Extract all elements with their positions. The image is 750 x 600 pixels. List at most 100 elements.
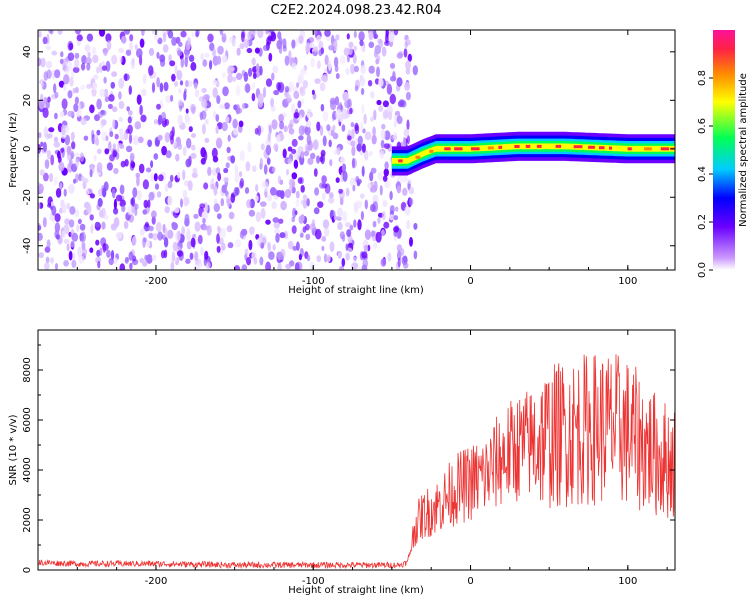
noise-speck	[328, 192, 334, 199]
noise-speck	[306, 254, 311, 262]
noise-speck	[106, 162, 113, 171]
noise-speck	[89, 104, 95, 114]
colorbar-tick-label: 0.6	[697, 118, 708, 134]
noise-speck	[119, 55, 123, 64]
noise-speck	[255, 184, 259, 192]
noise-speck	[360, 87, 365, 96]
noise-speck	[51, 205, 57, 216]
noise-speck	[294, 262, 300, 270]
noise-speck	[276, 134, 281, 143]
noise-speck	[163, 32, 167, 43]
noise-speck	[164, 184, 169, 192]
noise-speck	[345, 187, 350, 197]
noise-speck	[225, 162, 230, 169]
noise-speck	[295, 190, 300, 199]
noise-speck	[298, 35, 304, 44]
noise-speck	[128, 133, 133, 144]
noise-speck	[185, 108, 189, 114]
noise-speck	[296, 241, 300, 251]
noise-speck	[49, 30, 54, 35]
signal-core	[415, 155, 421, 159]
noise-speck	[215, 167, 221, 175]
noise-speck	[191, 133, 196, 138]
noise-speck	[387, 252, 392, 262]
noise-speck	[333, 56, 339, 68]
noise-speck	[212, 48, 216, 57]
noise-speck	[277, 31, 282, 40]
signal-core	[644, 147, 652, 151]
noise-speck	[91, 46, 97, 55]
noise-speck	[73, 178, 77, 184]
noise-speck	[101, 65, 107, 71]
noise-speck	[139, 38, 145, 48]
noise-speck	[226, 146, 231, 154]
noise-speck	[319, 156, 324, 163]
noise-speck	[180, 198, 183, 208]
noise-speck	[274, 228, 280, 235]
noise-speck	[293, 90, 300, 100]
noise-speck	[86, 33, 94, 42]
noise-speck	[45, 256, 50, 264]
noise-speck	[380, 129, 386, 140]
noise-speck	[295, 199, 300, 208]
noise-speck	[257, 30, 264, 39]
noise-speck	[58, 161, 65, 172]
noise-speck	[413, 250, 418, 260]
noise-speck	[329, 159, 333, 167]
noise-speck	[69, 76, 74, 87]
noise-speck	[147, 199, 151, 208]
noise-speck	[70, 131, 75, 142]
signal-core	[609, 146, 612, 150]
noise-speck	[119, 199, 126, 207]
signal-core	[599, 146, 605, 150]
noise-speck	[298, 125, 305, 136]
noise-speck	[191, 144, 196, 151]
noise-speck	[335, 109, 342, 120]
noise-speck	[287, 158, 293, 165]
noise-speck	[255, 211, 262, 223]
noise-speck	[404, 41, 408, 49]
noise-speck	[244, 187, 250, 194]
noise-speck	[137, 136, 144, 144]
noise-speck	[361, 251, 368, 259]
noise-speck	[97, 197, 103, 207]
noise-speck	[370, 116, 374, 122]
noise-speck	[222, 86, 229, 97]
noise-speck	[167, 195, 173, 206]
noise-speck	[372, 126, 376, 137]
noise-speck	[350, 140, 356, 147]
noise-speck	[104, 148, 110, 155]
noise-speck	[59, 207, 63, 214]
noise-speck	[146, 240, 151, 248]
noise-speck	[125, 128, 130, 134]
noise-speck	[75, 209, 79, 218]
noise-speck	[113, 207, 119, 215]
noise-speck	[262, 44, 269, 52]
y-tick-label: 2000	[22, 507, 33, 532]
noise-speck	[278, 218, 284, 224]
noise-speck	[243, 71, 249, 83]
spectrogram-x-axis: -200 -100 0 100	[76, 30, 668, 287]
noise-speck	[171, 36, 177, 47]
noise-speck	[300, 214, 305, 222]
noise-speck	[265, 219, 271, 225]
noise-speck	[332, 124, 336, 131]
noise-speck	[381, 210, 386, 221]
noise-speck	[408, 186, 415, 195]
noise-speck	[59, 111, 65, 118]
noise-speck	[125, 257, 129, 262]
noise-speck	[381, 123, 386, 130]
noise-speck	[337, 221, 343, 231]
noise-speck	[86, 62, 91, 71]
noise-speck	[43, 172, 49, 182]
spectrogram-x-label: Height of straight line (km)	[288, 285, 424, 296]
noise-speck	[382, 100, 389, 108]
noise-speck	[80, 234, 85, 242]
noise-speck	[167, 30, 174, 39]
noise-speck	[50, 201, 55, 207]
noise-speck	[108, 141, 112, 152]
noise-speck	[241, 102, 245, 110]
noise-speck	[333, 215, 337, 221]
noise-speck	[235, 72, 243, 80]
noise-speck	[235, 104, 241, 115]
